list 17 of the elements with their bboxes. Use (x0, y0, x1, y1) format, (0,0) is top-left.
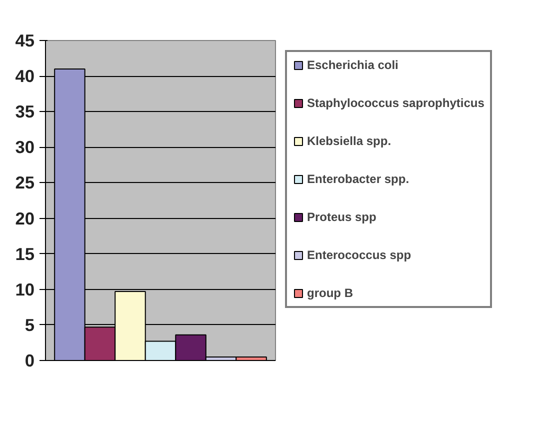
y-tick-label: 35 (15, 102, 35, 122)
y-tick-label: 30 (15, 137, 35, 158)
legend-label: group B (307, 286, 354, 300)
y-tick-label: 40 (15, 66, 35, 86)
y-tick-label: 5 (24, 314, 35, 335)
legend-label: Staphylococcus saprophyticus (307, 96, 484, 110)
y-tick-label: 0 (24, 350, 35, 370)
y-tick-label: 15 (15, 244, 35, 264)
legend-label: Proteus spp (307, 210, 376, 224)
y-tick-label: 10 (15, 279, 35, 300)
y-tick-label: 45 (15, 30, 35, 50)
legend-label: Enterobacter spp. (307, 172, 410, 186)
legend-label: Enterococcus spp (307, 248, 412, 262)
legend-label: Escherichia coli (307, 58, 398, 72)
legend-label: Klebsiella spp. (307, 134, 392, 148)
y-tick-label: 25 (15, 172, 35, 193)
y-tick-label: 20 (15, 208, 35, 228)
